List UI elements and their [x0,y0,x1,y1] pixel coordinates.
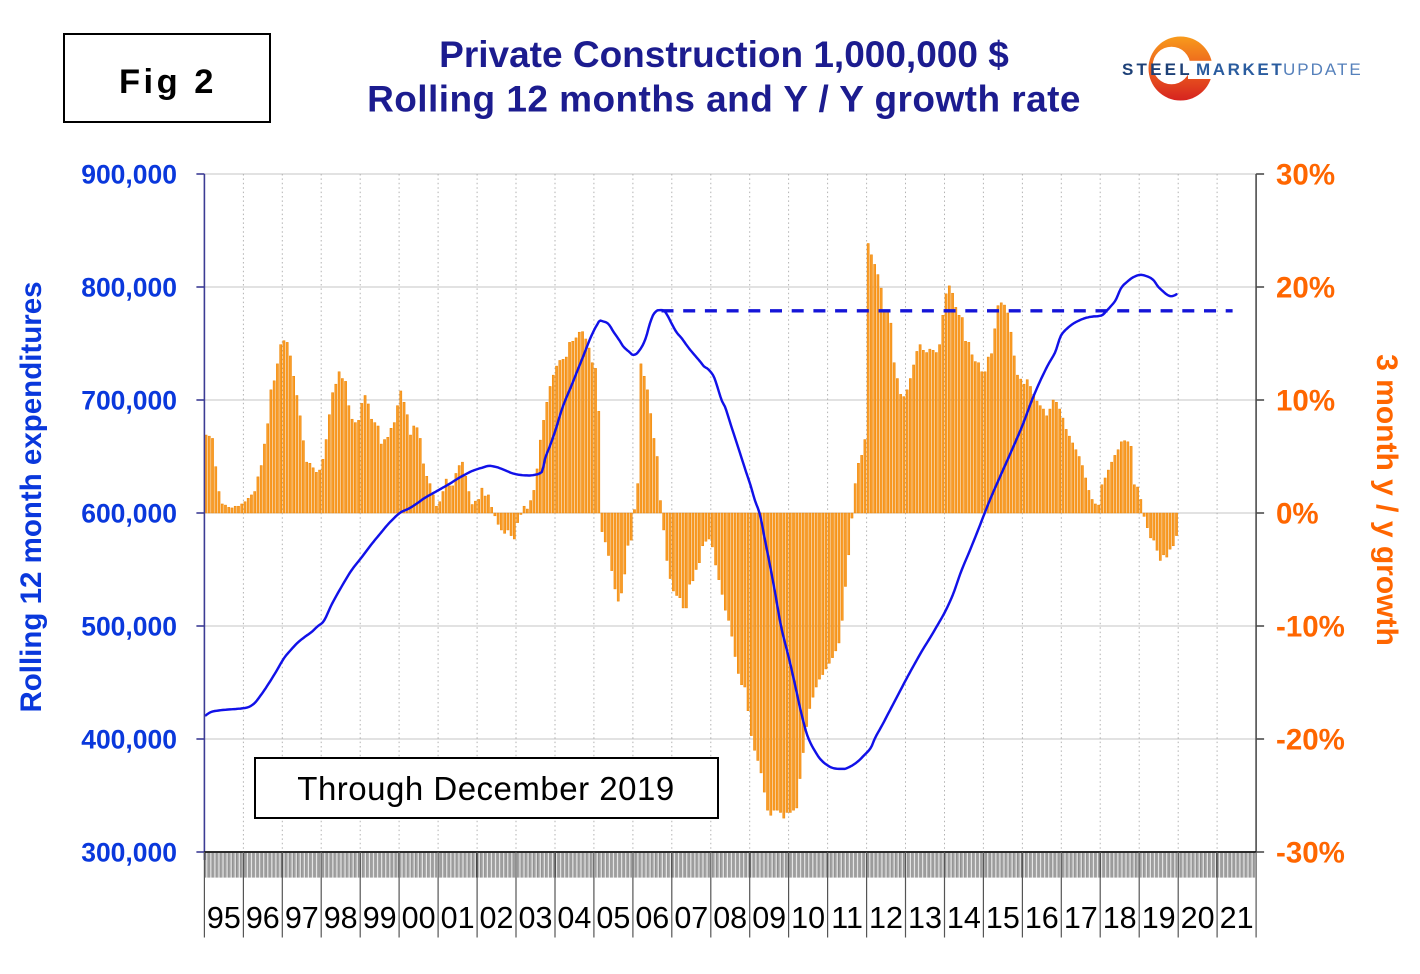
svg-text:13: 13 [908,901,942,935]
svg-text:08: 08 [713,901,747,935]
svg-text:10%: 10% [1276,385,1335,418]
svg-text:18: 18 [1103,901,1137,935]
svg-text:-30%: -30% [1276,837,1345,870]
svg-text:UPDATE: UPDATE [1283,60,1363,79]
svg-text:00: 00 [402,901,436,935]
svg-text:Rolling 12 month expenditures: Rolling 12 month expenditures [15,281,48,712]
svg-text:3 month y / y growth: 3 month y / y growth [1370,354,1403,646]
svg-text:09: 09 [752,901,786,935]
svg-text:17: 17 [1064,901,1098,935]
svg-text:300,000: 300,000 [81,837,177,867]
svg-text:98: 98 [324,901,358,935]
svg-text:20%: 20% [1276,272,1335,305]
svg-text:MARKET: MARKET [1196,60,1284,79]
svg-text:99: 99 [363,901,397,935]
svg-text:Rolling 12 months and Y / Y gr: Rolling 12 months and Y / Y growth rate [367,79,1081,120]
svg-text:700,000: 700,000 [81,385,177,415]
svg-text:600,000: 600,000 [81,498,177,528]
svg-text:03: 03 [519,901,553,935]
svg-text:-20%: -20% [1276,724,1345,757]
svg-text:19: 19 [1142,901,1176,935]
svg-text:900,000: 900,000 [81,159,177,189]
svg-text:12: 12 [869,901,903,935]
svg-text:97: 97 [285,901,319,935]
svg-text:21: 21 [1220,901,1254,935]
svg-text:400,000: 400,000 [81,724,177,754]
svg-text:Through December 2019: Through December 2019 [297,770,674,807]
svg-text:500,000: 500,000 [81,611,177,641]
svg-text:16: 16 [1025,901,1059,935]
svg-text:96: 96 [246,901,280,935]
svg-text:14: 14 [947,901,981,935]
svg-text:15: 15 [986,901,1020,935]
svg-text:04: 04 [557,901,591,935]
svg-text:02: 02 [480,901,514,935]
svg-text:20: 20 [1181,901,1215,935]
svg-text:05: 05 [596,901,630,935]
svg-text:800,000: 800,000 [81,272,177,302]
svg-text:0%: 0% [1276,498,1319,531]
svg-text:STEEL: STEEL [1122,60,1193,79]
svg-text:Fig 2: Fig 2 [119,63,217,101]
svg-text:Private Construction 1,000,000: Private Construction 1,000,000 $ [439,34,1009,75]
svg-text:10: 10 [791,901,825,935]
svg-text:-10%: -10% [1276,611,1345,644]
svg-text:30%: 30% [1276,159,1335,192]
svg-text:07: 07 [674,901,708,935]
svg-text:95: 95 [207,901,241,935]
svg-text:11: 11 [831,901,863,935]
svg-text:01: 01 [441,901,475,935]
svg-text:06: 06 [635,901,669,935]
